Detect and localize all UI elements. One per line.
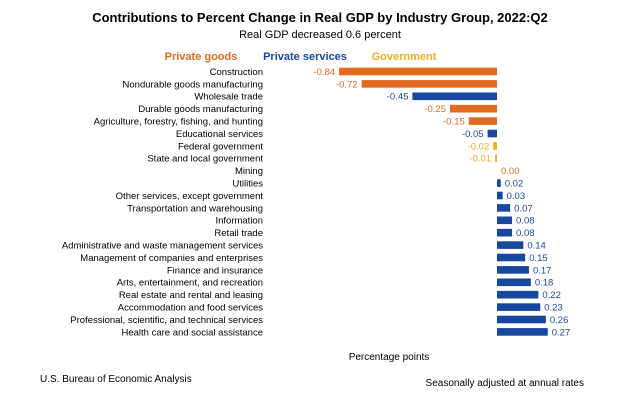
legend-item-government: Government (372, 51, 437, 63)
value-label-utilities: 0.02 (505, 179, 524, 190)
category-label-management-of-companies-and-enterprises: Management of companies and enterprises (80, 253, 263, 264)
value-label-construction: -0.84 (313, 67, 335, 78)
category-label-information: Information (215, 216, 263, 227)
bar-accommodation-and-food-services (497, 303, 541, 311)
bar-nondurable-goods-manufacturing (361, 80, 497, 88)
category-label-construction: Construction (210, 67, 263, 78)
category-label-agriculture-forestry-fishing-and-hunting: Agriculture, forestry, fishing, and hunt… (94, 117, 263, 128)
x-axis-label: Percentage points (349, 352, 430, 363)
value-label-educational-services: -0.05 (462, 129, 484, 140)
seasonal-adjustment-note: Seasonally adjusted at annual rates (426, 378, 584, 389)
value-label-accommodation-and-food-services: 0.23 (544, 303, 563, 314)
value-label-arts-entertainment-and-recreation: 0.18 (535, 278, 554, 289)
value-label-transportation-and-warehousing: 0.07 (514, 203, 533, 214)
bar-finance-and-insurance (497, 266, 529, 274)
bar-administrative-and-waste-management-services (497, 241, 524, 249)
bar-federal-government (493, 142, 497, 150)
value-label-information: 0.08 (516, 216, 535, 227)
value-label-state-and-local-government: -0.01 (469, 154, 491, 165)
bar-other-services-except-government (497, 191, 503, 200)
category-label-finance-and-insurance: Finance and insurance (167, 265, 263, 276)
legend: Private goods Private services Government (165, 51, 437, 63)
bars-group: Construction -0.84 Nondurable goods manufa… (62, 67, 570, 338)
category-label-mining: Mining (235, 166, 263, 177)
bar-durable-goods-manufacturing (450, 104, 497, 113)
category-label-durable-goods-manufacturing: Durable goods manufacturing (138, 104, 263, 115)
category-label-real-estate-and-rental-and-leasing: Real estate and rental and leasing (119, 290, 263, 301)
category-label-federal-government: Federal government (178, 141, 263, 152)
bar-construction (339, 67, 497, 76)
legend-item-private-goods: Private goods (165, 51, 238, 63)
bar-utilities (497, 179, 501, 187)
category-label-transportation-and-warehousing: Transportation and warehousing (127, 203, 263, 214)
value-label-real-estate-and-rental-and-leasing: 0.22 (542, 290, 561, 301)
category-label-accommodation-and-food-services: Accommodation and food services (118, 303, 263, 314)
bar-state-and-local-government (495, 154, 497, 163)
bar-management-of-companies-and-enterprises (497, 253, 526, 262)
bar-professional-scientific-and-technical-services (497, 315, 546, 324)
category-label-nondurable-goods-manufacturing: Nondurable goods manufacturing (123, 79, 263, 90)
bar-real-estate-and-rental-and-leasing (497, 290, 539, 299)
category-label-educational-services: Educational services (176, 129, 263, 140)
value-label-other-services-except-government: 0.03 (507, 191, 526, 202)
bar-educational-services (487, 129, 497, 138)
bar-wholesale-trade (412, 92, 497, 101)
bar-agriculture-forestry-fishing-and-hunting (468, 117, 497, 125)
value-label-federal-government: -0.02 (468, 141, 490, 152)
value-label-wholesale-trade: -0.45 (387, 92, 409, 103)
value-label-health-care-and-social-assistance: 0.27 (552, 327, 571, 338)
value-label-durable-goods-manufacturing: -0.25 (424, 104, 446, 115)
chart-subtitle: Real GDP decreased 0.6 percent (239, 29, 401, 41)
value-label-administrative-and-waste-management-services: 0.14 (527, 241, 546, 252)
category-label-retail-trade: Retail trade (214, 228, 263, 239)
value-label-finance-and-insurance: 0.17 (533, 265, 552, 276)
value-label-agriculture-forestry-fishing-and-hunting: -0.15 (443, 117, 465, 128)
value-label-retail-trade: 0.08 (516, 228, 535, 239)
category-label-health-care-and-social-assistance: Health care and social assistance (121, 327, 263, 338)
source-note: U.S. Bureau of Economic Analysis (40, 374, 192, 385)
bar-arts-entertainment-and-recreation (497, 278, 531, 287)
value-label-mining: 0.00 (501, 166, 520, 177)
category-label-arts-entertainment-and-recreation: Arts, entertainment, and recreation (117, 278, 263, 289)
category-label-professional-scientific-and-technical-services: Professional, scientific, and technical … (70, 315, 263, 326)
chart-title: Contributions to Percent Change in Real … (92, 10, 548, 25)
category-label-wholesale-trade: Wholesale trade (194, 92, 263, 103)
value-label-nondurable-goods-manufacturing: -0.72 (336, 79, 358, 90)
category-label-other-services-except-government: Other services, except government (116, 191, 264, 202)
bar-health-care-and-social-assistance (497, 328, 548, 336)
bar-transportation-and-warehousing (497, 204, 511, 212)
category-label-state-and-local-government: State and local government (147, 154, 263, 165)
category-label-utilities: Utilities (232, 179, 263, 190)
bar-information (497, 216, 513, 225)
bar-retail-trade (497, 228, 513, 237)
value-label-professional-scientific-and-technical-services: 0.26 (550, 315, 569, 326)
value-label-management-of-companies-and-enterprises: 0.15 (529, 253, 548, 264)
legend-item-private-services: Private services (263, 51, 347, 63)
category-label-administrative-and-waste-management-services: Administrative and waste management serv… (62, 241, 263, 252)
